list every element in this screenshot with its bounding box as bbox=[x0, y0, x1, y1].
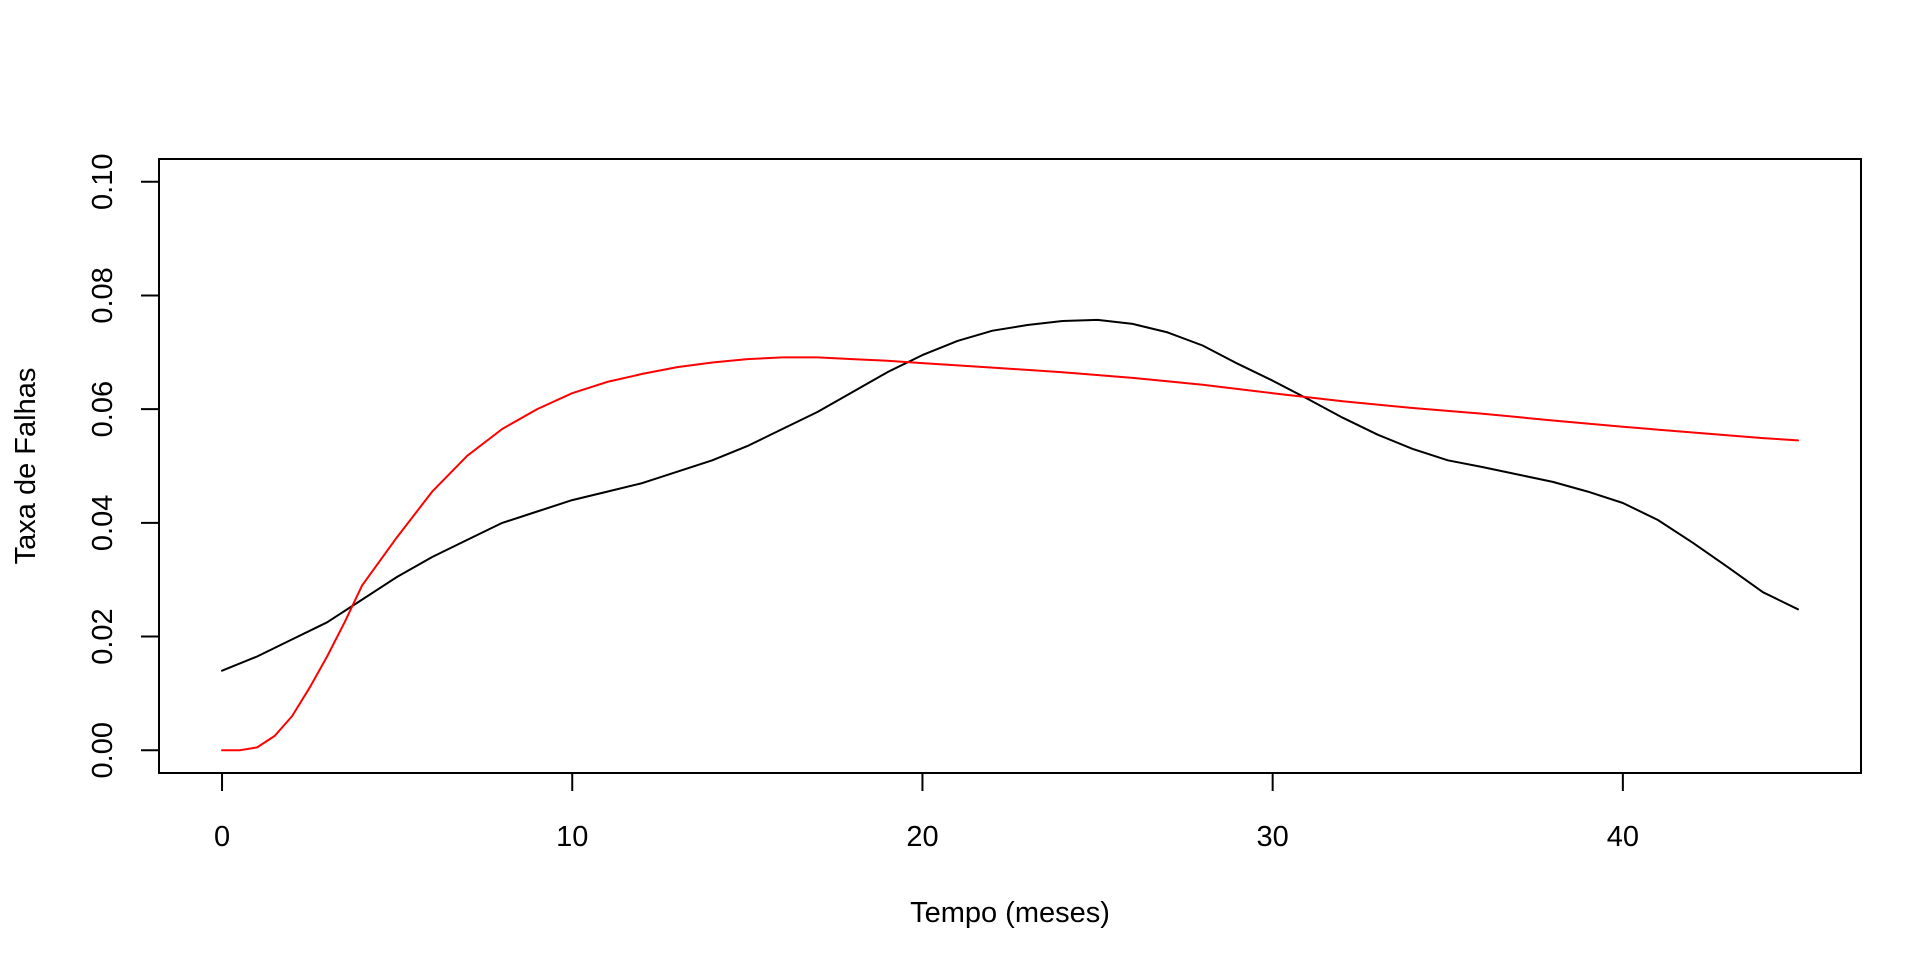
x-tick-label: 20 bbox=[906, 821, 938, 853]
x-tick-label: 0 bbox=[214, 821, 230, 853]
x-tick-label: 40 bbox=[1607, 821, 1639, 853]
y-axis-title: Taxa de Falhas bbox=[10, 368, 42, 565]
x-axis: 0 10 20 30 40 bbox=[214, 772, 1639, 853]
y-tick-label: 0.04 bbox=[87, 495, 119, 551]
series-layer bbox=[221, 318, 1799, 752]
x-axis-title: Tempo (meses) bbox=[910, 897, 1110, 929]
plot-frame bbox=[158, 158, 1862, 774]
y-tick-label: 0.00 bbox=[87, 722, 119, 778]
y-tick-label: 0.06 bbox=[87, 381, 119, 437]
y-tick-label: 0.08 bbox=[87, 267, 119, 323]
y-axis: 0.00 0.02 0.04 0.06 0.08 0.10 bbox=[87, 154, 160, 778]
x-tick-label: 30 bbox=[1257, 821, 1289, 853]
x-tick-label: 10 bbox=[556, 821, 588, 853]
series-line-2 bbox=[221, 356, 1799, 752]
y-tick-label: 0.02 bbox=[87, 608, 119, 664]
series-line-1 bbox=[221, 318, 1799, 672]
y-tick-label: 0.10 bbox=[87, 154, 119, 210]
